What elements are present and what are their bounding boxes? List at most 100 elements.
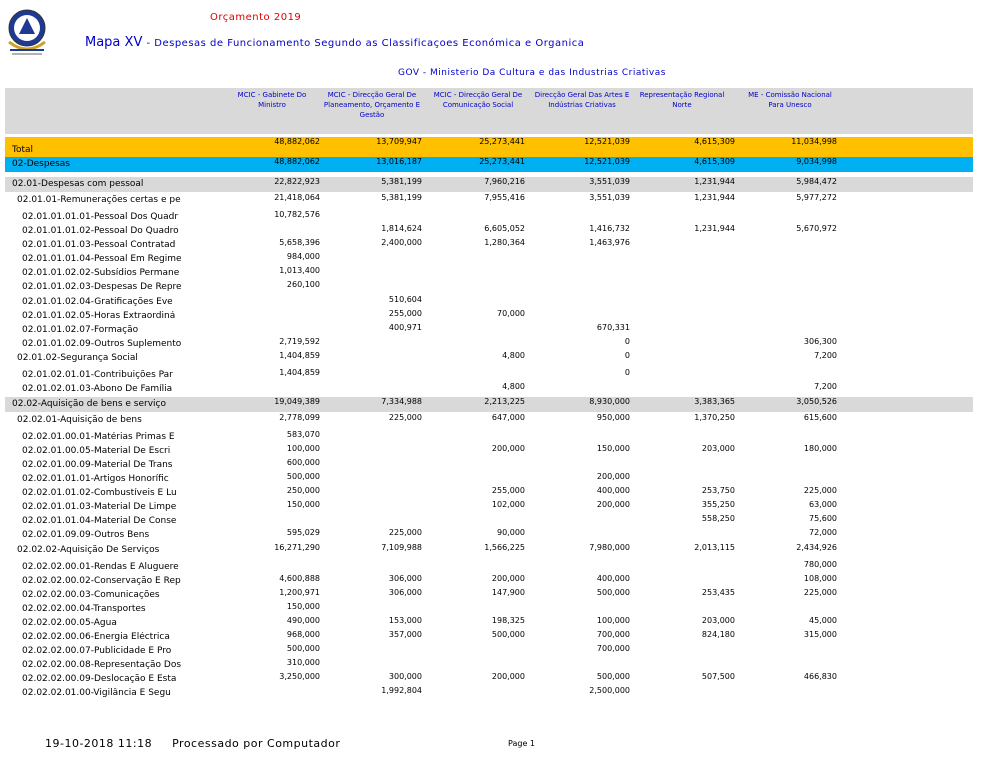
row-value: 600,000 [286, 458, 320, 467]
table-row: 02.02.02.00.03-Comunicações 1,200,971 306,… [5, 588, 973, 602]
table-row: 02.01.01.02.09-Outros Suplemento 2,719,59… [5, 337, 973, 351]
row-label: 02.01.01.01.03-Pessoal Contratad [22, 240, 176, 250]
row-value: 45,000 [809, 616, 837, 625]
row-value: 19,049,389 [274, 397, 320, 406]
table-row: 02.01.01.01.03-Pessoal Contratad 5,658,39… [5, 238, 973, 252]
column-header: MCIC - Gabinete Do Ministro [237, 91, 307, 109]
budget-title: Orçamento 2019 [210, 12, 302, 23]
table-row: 02.01.01.01.04-Pessoal Em Regime 984,000 [5, 252, 973, 266]
row-value: 300,000 [388, 672, 422, 681]
row-value: 3,050,526 [796, 397, 837, 406]
row-label: 02.02.01.01.01-Artigos Honorífic [22, 474, 169, 484]
row-value: 647,000 [491, 413, 525, 422]
row-value: 6,605,052 [484, 224, 525, 233]
table-row: 02.01.02.01.01-Contribuições Par 1,404,85… [5, 368, 973, 382]
row-value: 10,782,576 [274, 210, 320, 219]
row-value: 147,900 [491, 588, 525, 597]
row-value: 466,830 [803, 672, 837, 681]
row-value: 72,000 [809, 528, 837, 537]
row-value: 225,000 [803, 486, 837, 495]
table-row: 02.02.01.09.09-Outros Bens 595,029 225,000… [5, 528, 973, 542]
row-label: 02.01.01.02.07-Formação [22, 325, 139, 335]
row-value: 1,231,944 [694, 177, 735, 186]
row-value: 306,300 [803, 337, 837, 346]
row-value: 2,778,099 [279, 413, 320, 422]
row-value: 200,000 [491, 672, 525, 681]
table-row: 02.02.01.01.04-Material De Conse 558,250 7… [5, 514, 973, 528]
row-value: 16,271,290 [274, 543, 320, 552]
row-value: 5,381,199 [381, 193, 422, 202]
table-row: 02.01.01.01.01-Pessoal Dos Quadr 10,782,5… [5, 210, 973, 224]
row-value: 203,000 [701, 444, 735, 453]
table-row: 02.02.02.00.01-Rendas E Aluguere 780,000 [5, 560, 973, 574]
row-value: 500,000 [286, 472, 320, 481]
row-value: 3,383,365 [694, 397, 735, 406]
row-value: 510,604 [388, 295, 422, 304]
table-row: Total 48,882,062 13,709,947 25,273,441 12,52… [5, 137, 973, 157]
row-value: 2,013,115 [694, 543, 735, 552]
row-value: 200,000 [596, 500, 630, 509]
row-value: 1,200,971 [279, 588, 320, 597]
table-row: 02.01-Despesas com pessoal 22,822,923 5,38… [5, 177, 973, 192]
row-value: 2,719,592 [279, 337, 320, 346]
row-value: 615,600 [803, 413, 837, 422]
row-value: 225,000 [388, 413, 422, 422]
row-label: 02.01.01.01.04-Pessoal Em Regime [22, 254, 182, 264]
row-value: 198,325 [491, 616, 525, 625]
row-value: 153,000 [388, 616, 422, 625]
row-label: 02.02.02.00.03-Comunicações [22, 590, 160, 600]
row-label: 02.01.01.02.02-Subsídios Permane [22, 268, 180, 278]
row-label: 02.01.02.01.01-Contribuições Par [22, 370, 173, 380]
row-value: 0 [624, 337, 630, 346]
row-value: 25,273,441 [479, 157, 525, 166]
table-row: 02.02.02.00.05-Água 490,000 153,000 198,325… [5, 616, 973, 630]
table-row: 02.02-Aquisição de bens e serviço 19,049,… [5, 397, 973, 412]
footer-timestamp: 19-10-2018 11:18 Processado por Computad… [45, 737, 341, 750]
row-label: 02.02.02.00.01-Rendas E Aluguere [22, 562, 179, 572]
row-value: 253,750 [701, 486, 735, 495]
row-value: 1,992,804 [381, 686, 422, 695]
ministry-line: GOV - Ministerio Da Cultura e das Indust… [398, 68, 666, 78]
table-row: 02.01.02.01.03-Abono De Família 4,800 7,20… [5, 382, 973, 396]
row-value: 5,670,972 [796, 224, 837, 233]
row-label: 02.01.01.02.04-Gratificações Eve [22, 297, 173, 307]
row-value: 200,000 [596, 472, 630, 481]
row-value: 7,955,416 [484, 193, 525, 202]
row-value: 12,521,039 [584, 157, 630, 166]
row-value: 48,882,062 [274, 137, 320, 146]
row-value: 0 [624, 368, 630, 377]
row-value: 0 [624, 351, 630, 360]
map-title-line: Mapa XV - Despesas de Funcionamento Segu… [85, 35, 584, 50]
row-value: 7,980,000 [589, 543, 630, 552]
row-value: 8,930,000 [589, 397, 630, 406]
row-value: 2,213,225 [484, 397, 525, 406]
row-value: 2,500,000 [589, 686, 630, 695]
row-value: 5,984,472 [796, 177, 837, 186]
row-label: 02.02.02-Aquisição De Serviços [17, 545, 160, 555]
row-value: 180,000 [803, 444, 837, 453]
row-value: 203,000 [701, 616, 735, 625]
table-row: 02.02.01.00.09-Material De Trans 600,000 [5, 458, 973, 472]
row-value: 824,180 [701, 630, 735, 639]
row-label: 02.02.01-Aquisição de bens [17, 415, 142, 425]
column-header: MCIC - Direcção Geral De Comunicação Soc… [433, 91, 523, 109]
column-header: MCIC - Direcção Geral De Planeamento, Or… [323, 91, 421, 119]
row-value: 7,334,988 [381, 397, 422, 406]
row-label: 02.02.01.01.02-Combustíveis E Lu [22, 488, 177, 498]
row-value: 253,435 [701, 588, 735, 597]
table-row: 02.02.02-Aquisição De Serviços 16,271,290… [5, 543, 973, 557]
row-value: 4,800 [502, 382, 525, 391]
row-value: 5,381,199 [381, 177, 422, 186]
table-row: 02.01.01.02.03-Despesas De Repre 260,100 [5, 280, 973, 294]
row-value: 310,000 [286, 658, 320, 667]
row-label: 02.02.02.00.09-Deslocação E Esta [22, 674, 177, 684]
row-label: 02.01.02.01.03-Abono De Família [22, 384, 173, 394]
row-value: 315,000 [803, 630, 837, 639]
row-value: 500,000 [596, 588, 630, 597]
row-label: 02.02.02.00.05-Água [22, 618, 117, 628]
row-value: 1,013,400 [279, 266, 320, 275]
row-value: 250,000 [286, 486, 320, 495]
row-value: 306,000 [388, 574, 422, 583]
table-row: 02.02.01-Aquisição de bens 2,778,099 225,0… [5, 413, 973, 427]
row-label: 02.02-Aquisição de bens e serviço [12, 399, 166, 409]
